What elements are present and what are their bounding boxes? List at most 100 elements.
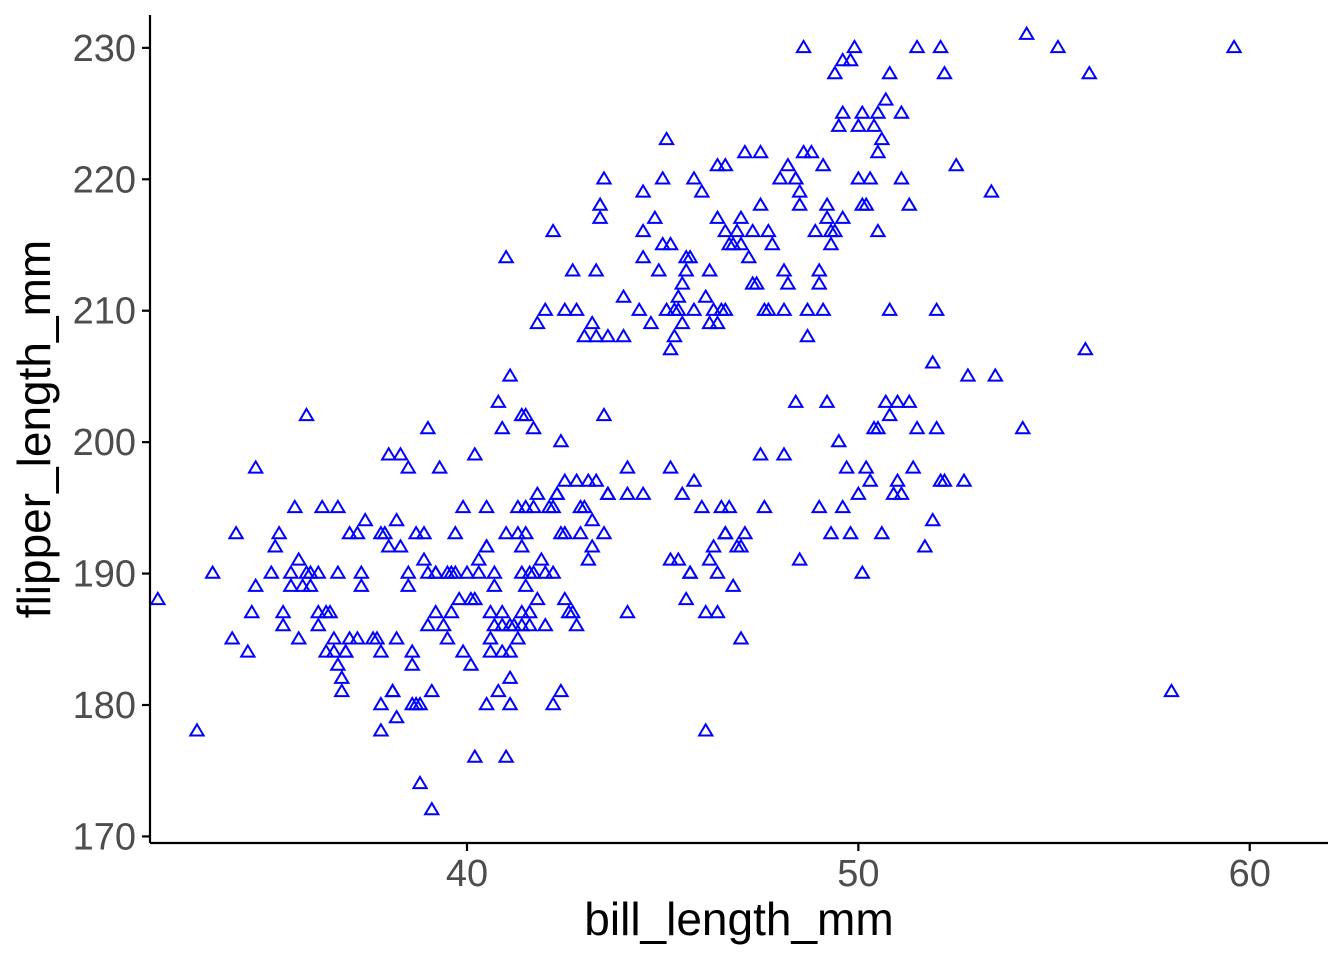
data-point bbox=[685, 170, 703, 185]
data-point bbox=[513, 617, 531, 632]
data-point bbox=[986, 367, 1004, 382]
data-point bbox=[497, 249, 515, 264]
data-point bbox=[693, 498, 711, 514]
data-point bbox=[740, 249, 758, 264]
data-point bbox=[842, 525, 859, 540]
data-point bbox=[431, 459, 449, 474]
data-point bbox=[615, 328, 632, 343]
data-point bbox=[834, 498, 852, 514]
data-point bbox=[654, 236, 672, 251]
data-point bbox=[712, 498, 730, 514]
data-point bbox=[419, 420, 437, 435]
data-point bbox=[204, 564, 222, 579]
data-point bbox=[478, 696, 495, 711]
data-point bbox=[227, 525, 245, 540]
data-point bbox=[517, 577, 535, 592]
data-point bbox=[583, 314, 601, 330]
data-point bbox=[329, 564, 347, 579]
data-point bbox=[544, 696, 562, 711]
data-point bbox=[446, 525, 464, 540]
data-point bbox=[822, 525, 840, 540]
data-point bbox=[634, 183, 652, 198]
data-point bbox=[497, 748, 515, 763]
data-point bbox=[720, 498, 738, 514]
data-point bbox=[752, 196, 769, 211]
data-point bbox=[756, 498, 773, 514]
data-point bbox=[634, 249, 652, 264]
data-point bbox=[333, 669, 351, 684]
data-point bbox=[337, 643, 355, 658]
data-point bbox=[669, 301, 687, 316]
data-point bbox=[916, 538, 934, 553]
data-point bbox=[501, 367, 519, 382]
y-axis-title: flipper_length_mm bbox=[8, 240, 60, 618]
data-point bbox=[814, 301, 832, 316]
data-point bbox=[869, 144, 887, 159]
plot-area bbox=[149, 25, 1243, 816]
data-point bbox=[893, 104, 910, 119]
data-point bbox=[411, 696, 429, 711]
data-point bbox=[599, 485, 617, 500]
data-point bbox=[732, 236, 750, 251]
data-point bbox=[936, 65, 953, 80]
data-point bbox=[388, 709, 405, 724]
data-point bbox=[521, 604, 539, 619]
data-point bbox=[955, 472, 973, 487]
data-point bbox=[583, 512, 601, 527]
data-point bbox=[771, 170, 789, 185]
data-point bbox=[298, 406, 315, 422]
data-point bbox=[936, 472, 953, 487]
data-point bbox=[309, 604, 327, 619]
data-point bbox=[548, 485, 566, 500]
data-point bbox=[325, 630, 343, 645]
data-point bbox=[536, 617, 554, 632]
data-point bbox=[810, 275, 828, 290]
y-tick-label: 180 bbox=[73, 685, 136, 727]
data-point bbox=[454, 643, 472, 658]
data-point bbox=[329, 498, 347, 514]
data-point bbox=[568, 472, 585, 487]
data-point bbox=[392, 538, 409, 553]
data-point bbox=[525, 498, 542, 514]
data-point bbox=[423, 682, 441, 698]
data-point bbox=[877, 393, 895, 408]
data-point bbox=[282, 577, 300, 592]
data-point bbox=[630, 301, 648, 316]
data-point bbox=[810, 262, 828, 277]
data-point bbox=[446, 564, 464, 579]
data-point bbox=[697, 722, 715, 737]
data-point bbox=[799, 301, 816, 316]
data-point bbox=[732, 538, 750, 553]
data-point bbox=[568, 301, 585, 316]
data-point bbox=[513, 564, 531, 579]
data-point bbox=[881, 301, 899, 316]
data-point bbox=[932, 38, 949, 54]
data-point bbox=[709, 209, 726, 224]
data-point bbox=[893, 170, 910, 185]
data-point bbox=[568, 617, 585, 632]
data-point bbox=[806, 222, 824, 238]
data-point bbox=[924, 354, 942, 369]
data-point bbox=[830, 433, 848, 448]
y-tick-label: 230 bbox=[73, 28, 136, 70]
data-point bbox=[298, 564, 315, 579]
data-point bbox=[873, 525, 891, 540]
data-point bbox=[881, 406, 899, 422]
data-point bbox=[552, 433, 570, 448]
data-point bbox=[564, 262, 582, 277]
data-point bbox=[274, 617, 292, 632]
data-point bbox=[775, 262, 793, 277]
data-point bbox=[697, 604, 715, 619]
data-point bbox=[791, 196, 809, 211]
data-point bbox=[677, 262, 695, 277]
data-point bbox=[885, 485, 902, 500]
data-point bbox=[791, 183, 809, 198]
data-point bbox=[744, 222, 762, 238]
data-point bbox=[517, 406, 535, 422]
data-point bbox=[787, 393, 805, 408]
data-point bbox=[599, 328, 617, 343]
y-tick-label: 190 bbox=[73, 554, 136, 596]
x-tick-label: 50 bbox=[837, 853, 879, 895]
data-point bbox=[372, 643, 390, 658]
data-point bbox=[266, 538, 284, 553]
